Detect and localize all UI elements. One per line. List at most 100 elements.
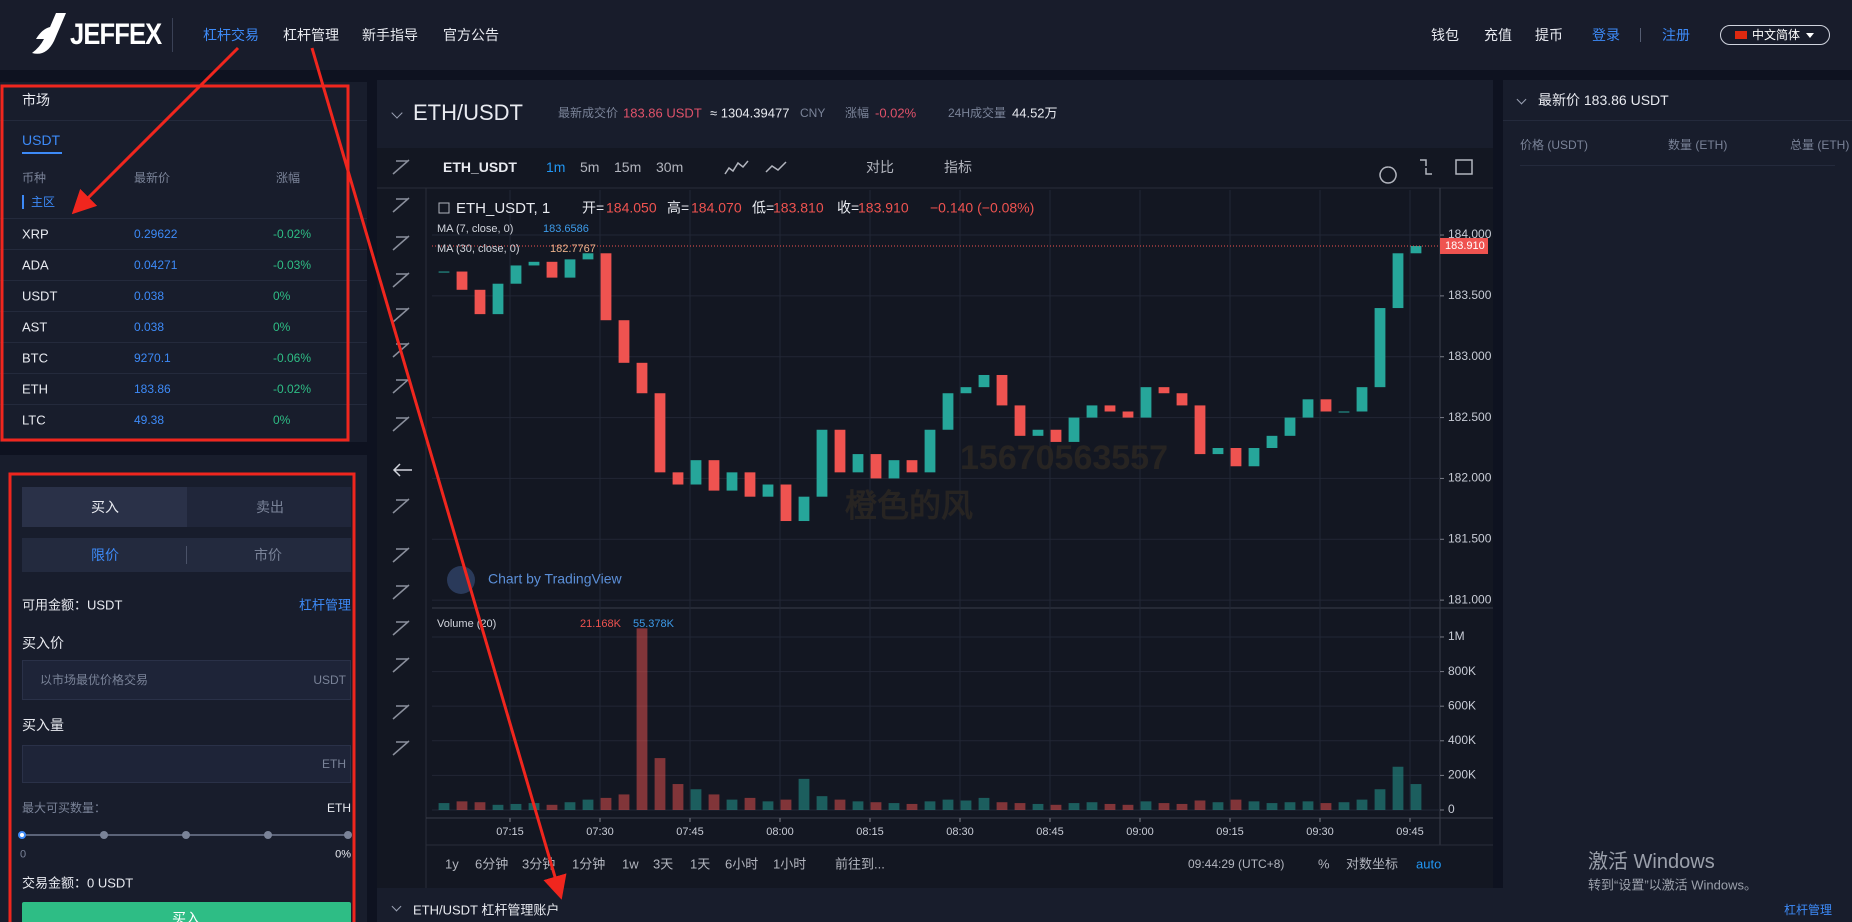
- column-header: 数量 (ETH): [1668, 138, 1728, 152]
- volume-bar: [528, 803, 540, 810]
- interval-button[interactable]: 15m: [614, 159, 642, 175]
- language-button[interactable]: [1720, 25, 1830, 45]
- coin-name[interactable]: XRP: [22, 226, 49, 242]
- volume-value: 55.378K: [633, 618, 675, 630]
- interval-button[interactable]: 5m: [580, 159, 600, 175]
- type-label[interactable]: 市价: [254, 547, 282, 563]
- column-header: 价格 (USDT): [1520, 138, 1588, 152]
- candle: [600, 253, 612, 321]
- volume-bar: [744, 797, 756, 810]
- goto-button[interactable]: 前往到...: [835, 856, 885, 871]
- range-button[interactable]: 1y: [445, 856, 459, 871]
- ticker-value: -0.02%: [875, 105, 917, 121]
- field-label: 买入量: [22, 717, 64, 733]
- ticker-bar: [377, 80, 1493, 148]
- nav-link[interactable]: 杠杆交易: [203, 27, 259, 43]
- chart-background: [377, 148, 1493, 888]
- header-link[interactable]: 提币: [1535, 27, 1563, 43]
- compare-button[interactable]: 对比: [866, 159, 894, 175]
- ticker-unit: CNY: [800, 106, 826, 120]
- volume-bar: [492, 804, 504, 810]
- volume-bar: [600, 797, 612, 810]
- tab-label[interactable]: 买入: [91, 499, 119, 515]
- language-label[interactable]: 中文简体: [1752, 28, 1801, 42]
- tab-label[interactable]: 卖出: [256, 499, 284, 515]
- range-button[interactable]: 1天: [690, 856, 710, 871]
- divider: [0, 120, 367, 121]
- tab-underline: [22, 152, 62, 154]
- manage-link[interactable]: 杠杆管理: [298, 597, 351, 613]
- volume-bar: [1284, 802, 1296, 810]
- coin-price: 0.038: [134, 320, 165, 334]
- volume-bar: [1356, 799, 1368, 810]
- range-button[interactable]: 6分钟: [475, 856, 508, 871]
- candle: [978, 374, 990, 388]
- auto-toggle[interactable]: auto: [1416, 856, 1441, 871]
- volume-bar: [1176, 803, 1188, 810]
- volume-bar: [1302, 801, 1314, 810]
- range-button[interactable]: 3天: [653, 856, 673, 871]
- range-button[interactable]: 1小时: [773, 856, 806, 871]
- candle: [888, 460, 900, 479]
- volume-bar: [1050, 804, 1062, 810]
- x-tick-label: 09:00: [1126, 826, 1154, 838]
- coin-name[interactable]: USDT: [22, 288, 58, 304]
- header-link[interactable]: 充值: [1484, 27, 1512, 43]
- legend-label: 收=: [837, 200, 859, 216]
- volume-bar: [582, 799, 594, 810]
- volume-bar: [708, 794, 720, 810]
- interval-button[interactable]: 1m: [546, 159, 566, 175]
- candle: [906, 460, 918, 473]
- volume-bar: [834, 799, 846, 810]
- coin-change: -0.02%: [273, 227, 312, 241]
- type-label[interactable]: 限价: [91, 547, 119, 563]
- coin-name[interactable]: ETH: [22, 381, 48, 397]
- candle: [546, 261, 558, 278]
- nav-link[interactable]: 杠杆管理: [283, 27, 339, 43]
- volume-bar: [1014, 803, 1026, 810]
- coin-change: 0%: [273, 413, 291, 427]
- logo-icon: [32, 13, 66, 54]
- column-header: 总量 (ETH): [1790, 138, 1850, 152]
- volume-bar: [564, 802, 576, 810]
- candle: [1230, 448, 1242, 467]
- account-link[interactable]: 杠杆管理: [1783, 903, 1832, 917]
- percent-toggle[interactable]: %: [1318, 856, 1330, 871]
- interval-button[interactable]: 30m: [656, 159, 684, 175]
- slider-dot: [100, 831, 108, 839]
- log-toggle[interactable]: 对数坐标: [1346, 856, 1398, 871]
- volume-bar: [1230, 799, 1242, 810]
- indicators-button[interactable]: 指标: [944, 159, 972, 175]
- range-button[interactable]: 1w: [622, 856, 639, 871]
- candle: [708, 460, 720, 491]
- coin-name[interactable]: ADA: [22, 257, 49, 273]
- login-link[interactable]: 登录: [1592, 27, 1620, 43]
- range-button[interactable]: 3分钟: [522, 856, 555, 871]
- coin-name[interactable]: BTC: [22, 350, 48, 366]
- header-link[interactable]: 钱包: [1431, 27, 1459, 43]
- range-button[interactable]: 6小时: [725, 856, 758, 871]
- toolbar-icon: [1379, 159, 1473, 184]
- volume-bar: [1248, 801, 1260, 810]
- candle: [456, 271, 468, 290]
- candle: [474, 289, 486, 315]
- coin-name[interactable]: AST: [22, 319, 48, 335]
- nav-link[interactable]: 新手指导: [362, 27, 418, 43]
- candle: [870, 454, 882, 479]
- candle: [1158, 387, 1170, 394]
- register-link[interactable]: 注册: [1662, 27, 1690, 43]
- coin-change: -0.02%: [273, 382, 312, 396]
- orderbook-panel: [1503, 80, 1852, 888]
- coin-name[interactable]: LTC: [22, 412, 46, 428]
- legend-label: 高=: [667, 200, 689, 216]
- legend-value: 184.050: [606, 200, 657, 216]
- submit-label[interactable]: 买入: [172, 910, 200, 922]
- amount-input[interactable]: [22, 745, 351, 783]
- coin-price: 183.86: [134, 382, 171, 396]
- unit: ETH: [322, 757, 346, 771]
- market-tab[interactable]: USDT: [22, 132, 61, 148]
- nav-link[interactable]: 官方公告: [443, 27, 499, 43]
- volume-bar: [546, 804, 558, 810]
- range-button[interactable]: 1分钟: [572, 856, 605, 871]
- candle: [1374, 308, 1386, 388]
